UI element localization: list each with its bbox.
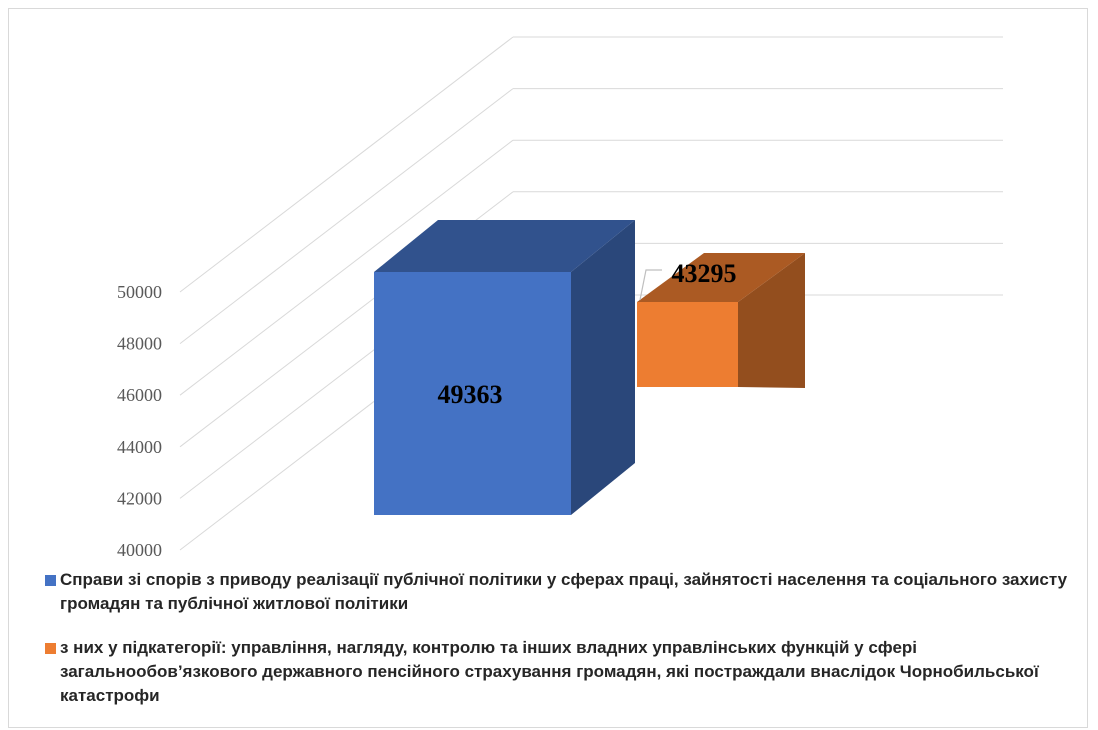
y-tick-label-42000: 42000 [117,488,162,508]
legend-swatch-series-2 [45,643,56,654]
y-tick-label-44000: 44000 [117,437,162,457]
legend-label-series-1: Справи зі спорів з приводу реалізації пу… [60,570,1067,613]
data-label-series-2: 43295 [672,259,737,288]
y-tick-label-46000: 46000 [117,385,162,405]
data-label-series-1: 49363 [438,380,503,409]
chart-legend: Справи зі спорів з приводу реалізації пу… [45,568,1085,728]
y-tick-label-48000: 48000 [117,334,162,354]
legend-swatch-series-1 [45,575,56,586]
chart-bars [374,220,805,515]
bar-series-1 [374,220,635,515]
y-tick-label-40000: 40000 [117,540,162,560]
y-tick-label-50000: 50000 [117,282,162,302]
legend-item-series-1: Справи зі спорів з приводу реалізації пу… [45,568,1085,616]
legend-item-series-2: з них у підкатегорії: управління, нагляд… [45,636,1085,708]
bar-front-face-2 [637,302,738,387]
y-axis-ticks: 40000 42000 44000 46000 48000 50000 [117,282,162,560]
legend-label-series-2: з них у підкатегорії: управління, нагляд… [60,638,1039,705]
bar-side-face-1 [571,220,635,515]
